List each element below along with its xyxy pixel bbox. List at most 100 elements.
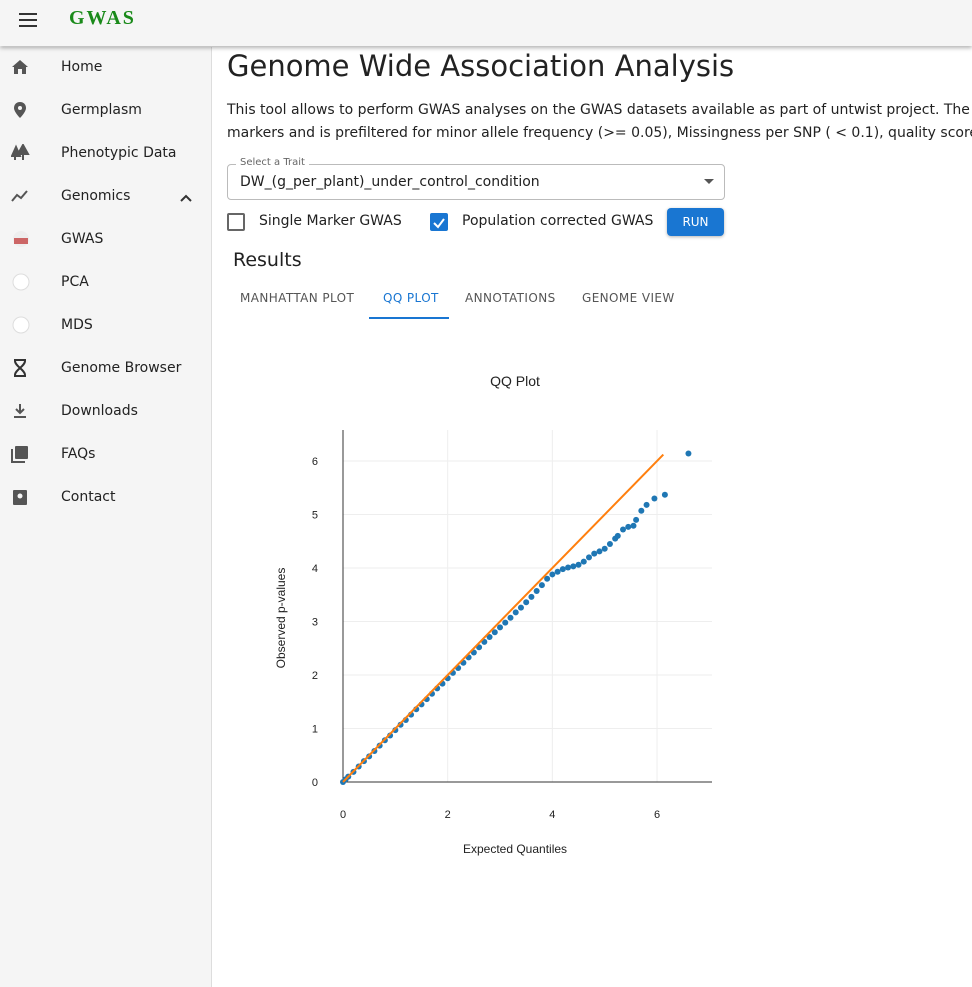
y-tick-label: 3 <box>312 617 318 629</box>
nav-item[interactable]: Genomics <box>0 176 211 219</box>
dropdown-arrow <box>704 179 714 184</box>
data-point <box>512 609 519 616</box>
y-tick-label: 6 <box>312 456 318 468</box>
nav-icon <box>12 273 30 291</box>
data-point <box>661 491 668 498</box>
expand-icon <box>180 194 192 202</box>
chart-title: QQ Plot <box>490 373 540 389</box>
tab[interactable]: ANNOTATIONS <box>465 291 556 305</box>
nav-item[interactable]: PCA <box>0 262 211 305</box>
nav-icon <box>13 231 29 247</box>
nav-label: PCA <box>61 274 89 290</box>
data-point <box>630 522 637 529</box>
nav-icon <box>14 404 26 418</box>
data-point <box>620 526 627 533</box>
x-axis-title: Expected Quantiles <box>463 842 567 856</box>
data-point <box>565 564 572 571</box>
y-tick-label: 0 <box>312 777 318 789</box>
checkbox-box <box>430 213 448 231</box>
x-tick-label: 6 <box>654 809 660 821</box>
data-point <box>549 571 556 578</box>
nav-item[interactable]: MDS <box>0 305 211 348</box>
tab[interactable]: QQ PLOT <box>383 291 439 305</box>
data-point <box>554 568 561 575</box>
data-point <box>559 566 566 573</box>
nav-label: Downloads <box>61 403 138 419</box>
nav-icon <box>11 144 30 160</box>
nav-icon <box>14 359 26 377</box>
nav-icon <box>11 190 28 202</box>
page-title: Genome Wide Association Analysis <box>227 49 735 83</box>
trait-select[interactable]: Select a Trait DW_(g_per_plant)_under_co… <box>227 157 725 200</box>
description: This tool allows to perform GWAS analyse… <box>227 102 972 118</box>
select-label: Select a Trait <box>236 157 309 168</box>
data-point <box>601 545 608 552</box>
checkbox-label: Population corrected GWAS <box>462 213 654 229</box>
check-mark <box>433 218 445 229</box>
nav-label: MDS <box>61 317 93 333</box>
nav-item[interactable]: Home <box>0 47 211 90</box>
data-point <box>533 588 540 595</box>
x-tick-label: 2 <box>445 809 451 821</box>
nav-label: Home <box>61 59 103 75</box>
data-point <box>596 548 603 555</box>
y-tick-label: 1 <box>312 724 318 736</box>
x-tick-label: 4 <box>549 809 555 821</box>
nav-item[interactable]: Contact <box>0 477 211 520</box>
run-button[interactable]: RUN <box>667 208 724 236</box>
select-value: DW_(g_per_plant)_under_control_condition <box>240 174 540 190</box>
data-point <box>591 550 598 557</box>
data-point <box>507 614 514 621</box>
data-point <box>633 516 640 523</box>
results-title: Results <box>233 249 302 271</box>
nav-icon <box>13 490 27 505</box>
data-point <box>491 629 498 636</box>
nav-label: Contact <box>61 489 116 505</box>
data-point <box>544 575 551 582</box>
nav-label: Germplasm <box>61 102 142 118</box>
nav-label: FAQs <box>61 446 96 462</box>
checkbox-box <box>227 213 245 231</box>
nav-label: Genome Browser <box>61 360 182 376</box>
data-point <box>586 554 592 561</box>
nav-icon <box>11 446 28 463</box>
data-point <box>570 563 577 570</box>
nav-icon <box>12 316 30 334</box>
nav-item[interactable]: Germplasm <box>0 90 211 133</box>
y-tick-label: 2 <box>312 670 318 682</box>
data-point <box>685 450 692 457</box>
y-tick-label: 5 <box>312 510 318 522</box>
nav-item[interactable]: FAQs <box>0 434 211 477</box>
tab[interactable]: GENOME VIEW <box>582 291 675 305</box>
nav-icon <box>12 60 28 74</box>
data-point <box>606 540 613 547</box>
nav-label: GWAS <box>61 231 104 247</box>
sidebar: Home Germplasm Phenotypic Data Genomics GWAS… <box>0 47 212 987</box>
reference-line <box>342 453 665 783</box>
data-point <box>538 582 545 589</box>
nav-icon <box>14 102 26 118</box>
main-content: Genome Wide Association Analysis This to… <box>212 47 972 987</box>
nav-item[interactable]: Genome Browser <box>0 348 211 391</box>
data-point <box>517 604 524 611</box>
data-point <box>580 558 587 565</box>
menu-button[interactable] <box>19 13 37 27</box>
data-point <box>497 624 504 631</box>
x-tick-label: 0 <box>340 809 346 821</box>
description: markers and is prefiltered for minor all… <box>227 125 972 141</box>
nav-item[interactable]: Phenotypic Data <box>0 133 211 176</box>
nav-item[interactable]: Downloads <box>0 391 211 434</box>
app-title: GWAS <box>69 7 136 29</box>
data-point <box>614 532 621 539</box>
checkbox-label: Single Marker GWAS <box>259 213 402 229</box>
data-point <box>638 507 645 514</box>
y-axis-title: Observed p-values <box>274 568 288 669</box>
tab-indicator <box>369 317 449 319</box>
nav-item[interactable]: GWAS <box>0 219 211 262</box>
tab[interactable]: MANHATTAN PLOT <box>240 291 355 305</box>
data-point <box>625 523 632 530</box>
app-bar: GWAS <box>0 0 972 46</box>
